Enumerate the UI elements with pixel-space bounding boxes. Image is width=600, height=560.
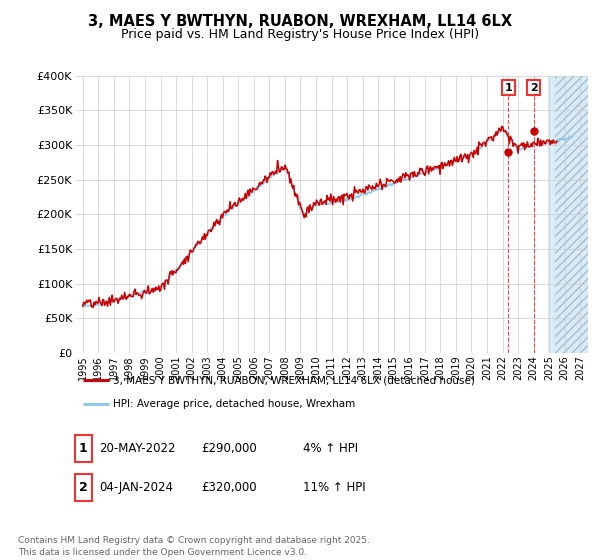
Text: Price paid vs. HM Land Registry's House Price Index (HPI): Price paid vs. HM Land Registry's House … <box>121 28 479 41</box>
Text: 2: 2 <box>530 82 538 92</box>
Text: 1: 1 <box>505 82 512 92</box>
Text: 3, MAES Y BWTHYN, RUABON, WREXHAM, LL14 6LX (detached house): 3, MAES Y BWTHYN, RUABON, WREXHAM, LL14 … <box>113 375 475 385</box>
Text: £320,000: £320,000 <box>201 481 257 494</box>
Text: 3, MAES Y BWTHYN, RUABON, WREXHAM, LL14 6LX: 3, MAES Y BWTHYN, RUABON, WREXHAM, LL14 … <box>88 14 512 29</box>
Text: 11% ↑ HPI: 11% ↑ HPI <box>303 481 365 494</box>
Text: Contains HM Land Registry data © Crown copyright and database right 2025.
This d: Contains HM Land Registry data © Crown c… <box>18 536 370 557</box>
Text: 4% ↑ HPI: 4% ↑ HPI <box>303 442 358 455</box>
Text: 20-MAY-2022: 20-MAY-2022 <box>99 442 176 455</box>
Text: HPI: Average price, detached house, Wrexham: HPI: Average price, detached house, Wrex… <box>113 399 355 409</box>
Text: £290,000: £290,000 <box>201 442 257 455</box>
Text: 1: 1 <box>79 442 88 455</box>
Text: 04-JAN-2024: 04-JAN-2024 <box>99 481 173 494</box>
Text: 2: 2 <box>79 481 88 494</box>
Bar <box>548 76 590 353</box>
Bar <box>556 76 590 353</box>
